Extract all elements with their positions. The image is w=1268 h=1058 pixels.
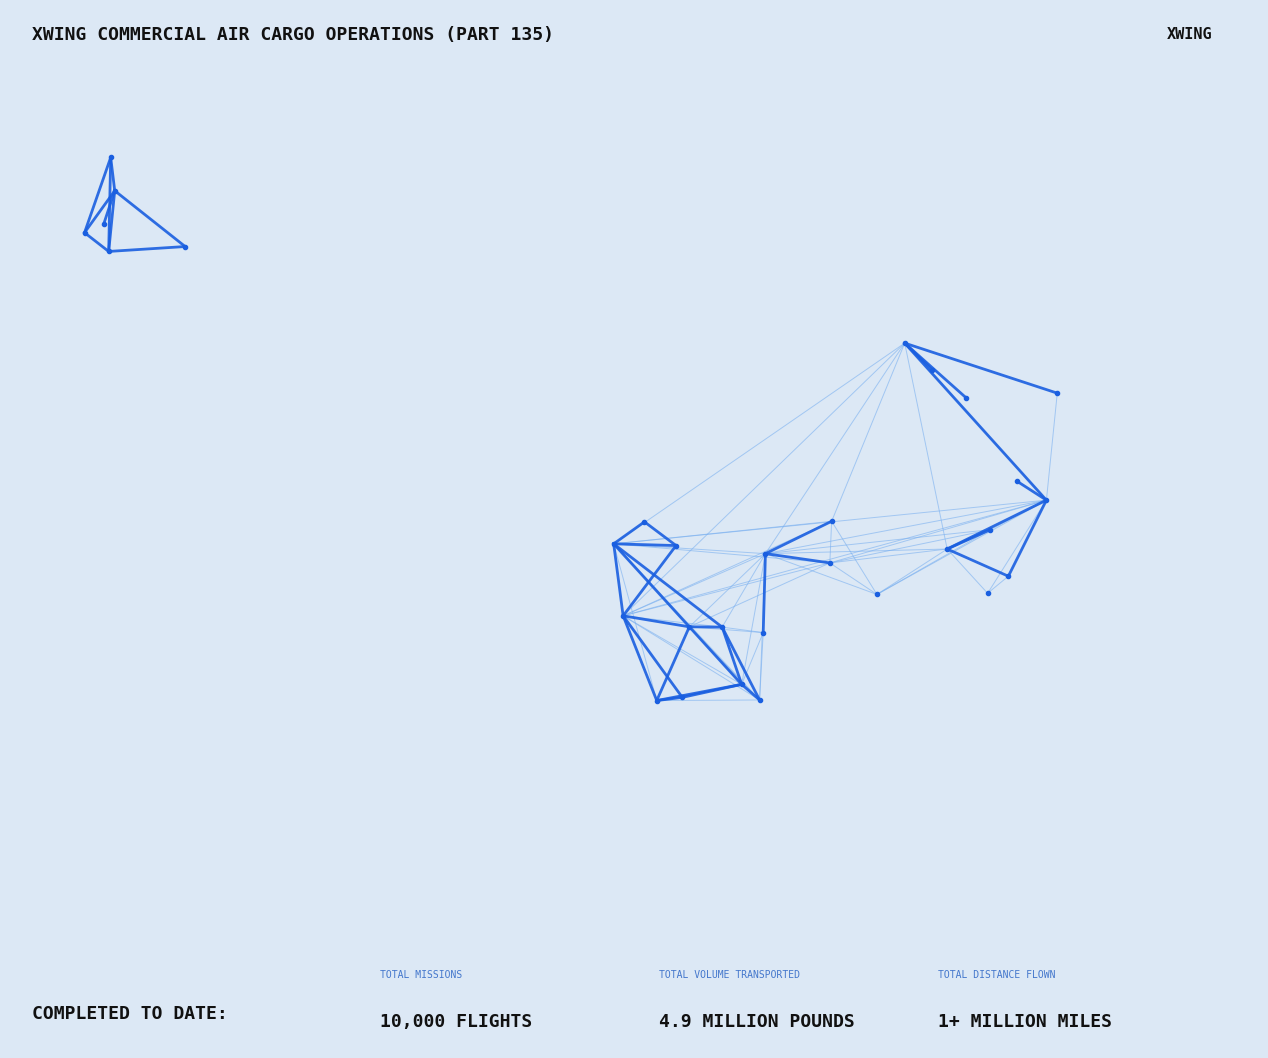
Text: XWING COMMERCIAL AIR CARGO OPERATIONS (PART 135): XWING COMMERCIAL AIR CARGO OPERATIONS (P… (32, 25, 554, 44)
Text: 4.9 MILLION POUNDS: 4.9 MILLION POUNDS (659, 1014, 855, 1032)
Text: 1+ MILLION MILES: 1+ MILLION MILES (938, 1014, 1112, 1032)
Text: 10,000 FLIGHTS: 10,000 FLIGHTS (380, 1014, 533, 1032)
Text: TOTAL MISSIONS: TOTAL MISSIONS (380, 970, 463, 981)
Text: TOTAL DISTANCE FLOWN: TOTAL DISTANCE FLOWN (938, 970, 1056, 981)
Text: TOTAL VOLUME TRANSPORTED: TOTAL VOLUME TRANSPORTED (659, 970, 800, 981)
Text: COMPLETED TO DATE:: COMPLETED TO DATE: (32, 1004, 227, 1023)
Text: XWING: XWING (1167, 28, 1212, 42)
